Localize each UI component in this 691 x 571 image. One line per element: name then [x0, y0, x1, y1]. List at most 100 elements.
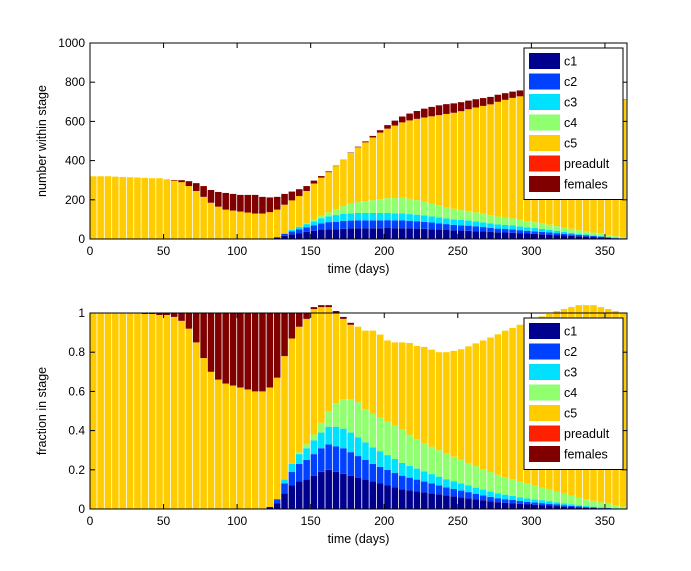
bar-segment-c4 [575, 230, 583, 234]
bar-segment-c4 [546, 489, 553, 502]
bar-segment-c1 [501, 232, 509, 239]
bar-segment-c2 [590, 236, 597, 238]
bar-segment-c1 [450, 496, 458, 509]
bar-segment-c4 [435, 450, 443, 477]
bar-segment-c2 [531, 231, 538, 234]
bar-segment-c2 [288, 231, 296, 235]
y-tick-label: 0 [78, 502, 85, 516]
bar-segment-females [391, 120, 399, 126]
bar-segment-c1 [494, 502, 502, 509]
bar-segment-c5 [347, 152, 355, 204]
bar-segment-c5 [134, 313, 141, 509]
bar-segment-c4 [582, 499, 590, 507]
bar-segment-c2 [354, 220, 362, 229]
bar-segment-c1 [295, 481, 303, 509]
x-tick-label: 350 [595, 514, 615, 528]
bar-segment-c5 [509, 97, 516, 219]
bar-segment-females [413, 111, 421, 119]
bar-segment-c4 [501, 477, 509, 495]
bar-segment-c2 [597, 236, 605, 238]
bar-segment-c1 [310, 230, 318, 239]
bar-segment-c3 [450, 219, 458, 225]
bar-segment-c4 [538, 487, 546, 501]
bar-segment-females [325, 305, 332, 308]
bar-segment-c1 [516, 233, 524, 239]
bar-segment-c4 [457, 210, 465, 220]
bar-segment-c5 [266, 387, 274, 508]
bar-segment-c5 [369, 137, 377, 201]
bar-segment-c1 [398, 228, 406, 239]
bar-segment-c5 [450, 350, 458, 457]
bar-segment-c3 [354, 437, 362, 457]
bar-segment-c5 [251, 213, 259, 239]
bar-segment-c2 [516, 230, 524, 234]
bar-segment-c2 [421, 481, 428, 493]
bar-segment-females [318, 176, 325, 178]
bar-segment-c3 [332, 426, 340, 447]
x-tick-label: 350 [595, 244, 615, 258]
legend-label-preadult: preadult [564, 157, 610, 171]
bar-segment-c4 [347, 399, 355, 433]
bar-segment-females [303, 313, 310, 319]
bar-segment-c2 [347, 220, 355, 229]
bar-segment-c4 [457, 459, 465, 484]
bar-segment-c2 [450, 489, 458, 497]
bar-segment-c3 [398, 213, 406, 221]
bar-segment-c3 [295, 454, 303, 464]
x-tick-label: 0 [87, 244, 94, 258]
bar-segment-c2 [318, 223, 325, 230]
bar-segment-c2 [553, 504, 560, 507]
bar-segment-c5 [435, 115, 443, 206]
bar-segment-c5 [185, 186, 193, 239]
bar-segment-c5 [516, 96, 524, 220]
bar-segment-c4 [428, 203, 435, 217]
bar-segment-c4 [384, 198, 391, 213]
bar-segment-c5 [281, 356, 288, 480]
bar-segment-c3 [582, 506, 590, 508]
bar-segment-c4 [362, 409, 369, 443]
bar-segment-c5 [119, 177, 126, 239]
legend-swatch-c1 [529, 53, 560, 69]
bar-segment-c3 [538, 500, 546, 504]
bar-segment-c4 [310, 219, 318, 222]
bar-segment-c1 [413, 228, 421, 239]
legend-label-c2: c2 [564, 75, 577, 89]
bar-segment-females [266, 313, 274, 388]
bar-segment-c5 [369, 330, 377, 414]
bar-segment-c1 [531, 504, 538, 509]
bar-segment-c1 [340, 473, 347, 509]
bar-segment-c5 [141, 177, 149, 239]
bar-segment-c5 [295, 326, 303, 453]
bar-segment-c4 [325, 212, 332, 217]
bar-segment-c2 [582, 235, 590, 237]
bar-segment-c2 [303, 460, 310, 480]
bar-segment-c3 [546, 229, 553, 233]
bar-segment-c3 [516, 497, 524, 501]
bar-segment-c1 [465, 230, 472, 239]
bar-segment-c2 [494, 228, 502, 233]
bar-segment-females [259, 196, 266, 214]
bar-segment-c1 [568, 235, 575, 239]
bar-segment-c4 [376, 417, 384, 452]
bar-segment-females [229, 313, 237, 386]
bar-segment-c2 [457, 490, 465, 498]
bar-segment-c4 [318, 215, 325, 219]
bar-segment-c3 [472, 487, 480, 494]
bar-segment-c5 [112, 176, 119, 239]
bar-segment-females [222, 192, 229, 210]
bar-segment-c5 [303, 318, 310, 445]
bar-segment-c5 [332, 166, 340, 210]
bar-segment-c5 [428, 116, 435, 204]
bar-segment-females [428, 106, 435, 117]
legend-swatch-c5 [529, 135, 560, 151]
legend-swatch-c4 [529, 114, 560, 131]
bar-segment-c2 [501, 499, 509, 503]
bar-segment-c2 [303, 227, 310, 232]
legend: c1 c2 c3 c4 c5 preadult females [523, 317, 624, 470]
bar-segment-c2 [479, 495, 487, 501]
legend-label-c5: c5 [564, 137, 577, 151]
bar-segment-c5 [126, 177, 134, 239]
bar-segment-c4 [590, 232, 597, 236]
bar-segment-c4 [516, 481, 524, 498]
bar-segment-c5 [192, 190, 200, 239]
